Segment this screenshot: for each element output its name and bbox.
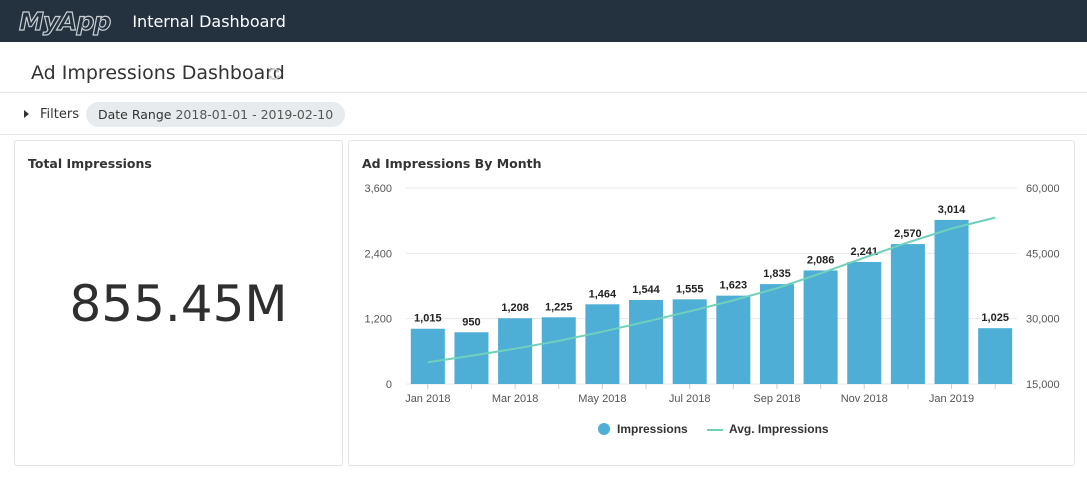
impressions-bar	[890, 244, 925, 384]
legend-impressions-label: Impressions	[617, 422, 688, 436]
impressions-bar	[934, 219, 969, 384]
y-left-tick-label: 0	[386, 379, 392, 391]
refresh-icon[interactable]	[266, 66, 282, 82]
bar-value-label: 2,241	[850, 246, 878, 258]
card-title: Ad Impressions By Month	[362, 156, 542, 171]
y-left-tick-label: 3,600	[364, 183, 392, 195]
impressions-bar	[716, 295, 751, 384]
bar-value-label: 1,015	[414, 313, 442, 325]
bar-value-label: 1,623	[720, 280, 748, 292]
filters-toggle[interactable]: Filters	[40, 107, 79, 122]
legend-impressions-marker	[598, 423, 610, 435]
legend-avg-label: Avg. Impressions	[729, 422, 829, 436]
card-title: Total Impressions	[28, 156, 152, 171]
impressions-bar	[410, 328, 445, 384]
x-tick-label: Jul 2018	[669, 393, 711, 405]
avg-impressions-line	[427, 216, 996, 364]
bar-value-label: 1,835	[763, 268, 791, 280]
x-tick-label: Jan 2019	[929, 393, 974, 405]
y-right-tick-label: 60,000	[1026, 183, 1060, 195]
bar-value-label: 3,014	[938, 204, 966, 216]
y-right-tick-label: 45,000	[1026, 248, 1060, 260]
x-tick-label: May 2018	[578, 393, 626, 405]
expand-caret-icon[interactable]	[24, 110, 29, 118]
x-tick-label: Mar 2018	[492, 393, 538, 405]
total-impressions-value: 855.45M	[69, 275, 288, 333]
app-subtitle: Internal Dashboard	[132, 11, 286, 31]
bar-value-label: 1,555	[676, 283, 704, 295]
impressions-bar	[803, 270, 838, 384]
y-left-tick-label: 2,400	[364, 248, 392, 260]
impressions-bar	[541, 317, 576, 384]
bar-value-label: 1,025	[981, 312, 1009, 324]
bar-value-label: 2,570	[894, 228, 922, 240]
bar-value-label: 1,225	[545, 301, 573, 313]
x-tick-label: Sep 2018	[753, 393, 800, 405]
y-left-tick-label: 1,200	[364, 314, 392, 326]
bar-value-label: 1,208	[501, 302, 529, 314]
title-row: Ad Impressions Dashboard	[0, 55, 1087, 93]
impressions-bar	[978, 328, 1013, 384]
total-impressions-card: Total Impressions 855.45M	[14, 140, 343, 466]
x-tick-label: Nov 2018	[841, 393, 888, 405]
y-right-tick-label: 30,000	[1026, 314, 1060, 326]
bar-value-label: 1,464	[589, 288, 617, 300]
top-nav-bar: MyApp Internal Dashboard	[0, 0, 1087, 42]
filter-chip-value: 2018-01-01 - 2019-02-10	[175, 107, 334, 122]
filter-chip-key: Date Range	[98, 107, 172, 122]
app-logo[interactable]: MyApp	[18, 6, 112, 36]
filter-bar: Filters Date Range 2018-01-01 - 2019-02-…	[0, 94, 1087, 135]
impressions-by-month-card: Ad Impressions By Month 0 1,200 2,400 3,600…	[348, 140, 1075, 466]
x-tick-label: Jan 2018	[405, 393, 450, 405]
bar-value-label: 950	[462, 316, 480, 328]
impressions-bar	[629, 299, 664, 384]
impressions-chart: 0 1,200 2,400 3,600 15,000 30,000 45,000 60,000…	[364, 183, 1060, 436]
impressions-bar	[759, 284, 794, 384]
impressions-bar	[585, 304, 620, 384]
date-range-filter-chip[interactable]: Date Range 2018-01-01 - 2019-02-10	[86, 102, 346, 127]
page-title: Ad Impressions Dashboard	[31, 62, 285, 84]
y-right-tick-label: 15,000	[1026, 379, 1060, 391]
impressions-bar	[847, 261, 882, 384]
bar-value-label: 1,544	[632, 284, 660, 296]
bar-value-label: 2,086	[807, 254, 835, 266]
